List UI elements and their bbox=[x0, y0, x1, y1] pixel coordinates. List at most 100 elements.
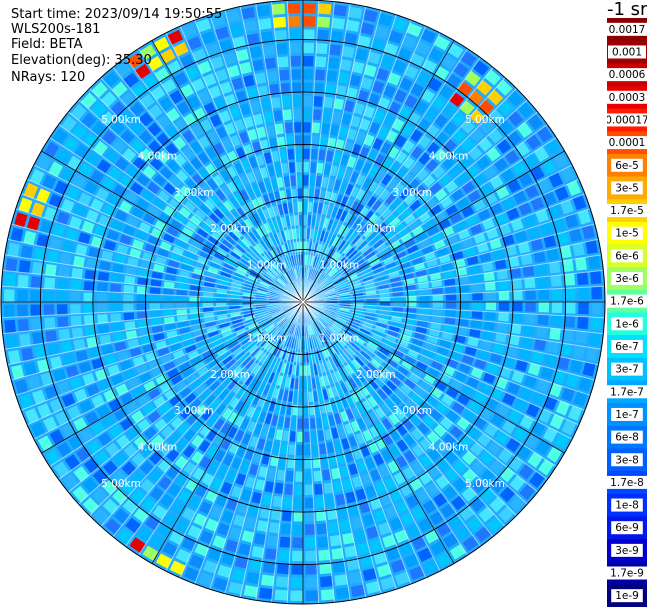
ray-gap bbox=[302, 0, 320, 303]
data-cell bbox=[343, 212, 353, 224]
data-cell bbox=[324, 263, 333, 274]
data-cell bbox=[549, 328, 561, 341]
data-cell bbox=[342, 244, 352, 255]
data-cell bbox=[78, 192, 92, 207]
data-cell bbox=[445, 293, 457, 301]
data-cell bbox=[140, 44, 157, 60]
data-cell bbox=[290, 577, 303, 588]
data-cell bbox=[279, 536, 291, 548]
data-cell bbox=[554, 185, 569, 201]
colorbar-tick-label: 0.00017 bbox=[607, 114, 647, 126]
data-cell bbox=[11, 364, 25, 380]
data-cell bbox=[378, 464, 391, 478]
data-cell bbox=[314, 483, 324, 495]
data-cell bbox=[335, 208, 343, 220]
data-cell bbox=[222, 355, 234, 366]
data-cell bbox=[210, 399, 222, 411]
data-cell bbox=[308, 188, 314, 200]
data-cell bbox=[177, 276, 189, 284]
data-cell bbox=[31, 389, 46, 405]
data-cell bbox=[348, 344, 358, 354]
data-cell bbox=[414, 386, 428, 398]
data-cell bbox=[422, 174, 436, 188]
data-cell bbox=[261, 319, 271, 326]
data-cell bbox=[123, 303, 134, 312]
data-cell bbox=[272, 387, 280, 399]
data-cell bbox=[394, 370, 406, 381]
data-cell bbox=[357, 89, 369, 103]
data-cell bbox=[194, 384, 207, 396]
data-cell bbox=[163, 288, 174, 296]
data-cell bbox=[149, 287, 161, 295]
data-cell bbox=[559, 245, 572, 259]
data-cell bbox=[31, 261, 44, 275]
data-cell bbox=[258, 411, 267, 423]
data-cell bbox=[282, 203, 289, 214]
data-cell bbox=[344, 545, 357, 558]
data-cell bbox=[170, 219, 183, 231]
data-cell bbox=[221, 552, 236, 566]
data-cell bbox=[436, 247, 449, 257]
ray-gap bbox=[112, 301, 304, 538]
data-cell bbox=[418, 288, 430, 295]
data-cell bbox=[523, 325, 535, 337]
data-cell bbox=[486, 362, 500, 375]
data-cell bbox=[197, 152, 210, 165]
data-cell bbox=[409, 162, 423, 175]
ray-gap bbox=[112, 66, 304, 303]
data-cell bbox=[238, 241, 249, 251]
data-cell bbox=[357, 542, 371, 556]
data-cell bbox=[271, 219, 279, 231]
data-cell bbox=[229, 362, 240, 373]
data-cell bbox=[234, 430, 245, 443]
data-cell bbox=[513, 426, 528, 442]
ray-gap bbox=[20, 301, 304, 411]
ray-gap bbox=[270, 301, 304, 603]
data-cell bbox=[316, 162, 324, 174]
data-cell bbox=[259, 280, 270, 287]
data-cell bbox=[393, 222, 405, 233]
data-cell bbox=[255, 299, 267, 302]
data-cell bbox=[318, 334, 325, 346]
data-cell bbox=[445, 285, 457, 294]
data-cell bbox=[540, 366, 554, 380]
data-cell bbox=[523, 374, 538, 389]
data-cell bbox=[377, 317, 389, 324]
data-cell bbox=[348, 571, 363, 584]
ray-gap bbox=[302, 301, 573, 440]
data-cell bbox=[336, 384, 344, 396]
data-cell bbox=[250, 247, 261, 258]
data-cell bbox=[262, 276, 272, 284]
data-cell bbox=[235, 328, 247, 336]
colorbar-label-box bbox=[611, 589, 643, 603]
data-cell bbox=[430, 232, 443, 243]
data-cell bbox=[221, 510, 235, 524]
data-cell bbox=[492, 248, 505, 260]
data-cell bbox=[296, 431, 303, 443]
data-cell bbox=[380, 576, 396, 591]
ray-gap bbox=[78, 301, 304, 505]
data-cell bbox=[148, 388, 161, 400]
data-cell bbox=[300, 338, 303, 350]
data-cell bbox=[286, 257, 292, 268]
data-cell bbox=[232, 247, 243, 257]
data-cell bbox=[214, 26, 230, 40]
colorbar: 0.00170.0010.00060.00030.000170.00016e-5… bbox=[607, 18, 647, 607]
data-cell bbox=[111, 322, 123, 333]
data-cell bbox=[149, 157, 164, 171]
data-cell bbox=[229, 309, 241, 314]
data-cell bbox=[246, 171, 256, 184]
data-cell bbox=[392, 17, 408, 32]
data-cell bbox=[483, 165, 498, 180]
data-cell bbox=[52, 128, 68, 145]
data-cell bbox=[260, 31, 274, 43]
data-cell bbox=[255, 226, 264, 238]
data-cell bbox=[127, 52, 144, 69]
data-cell bbox=[293, 122, 302, 133]
data-cell bbox=[362, 399, 373, 412]
data-cell bbox=[372, 238, 384, 249]
data-cell bbox=[179, 387, 192, 399]
data-cell bbox=[85, 209, 99, 223]
ray-gap bbox=[2, 269, 304, 303]
data-cell bbox=[322, 231, 329, 243]
